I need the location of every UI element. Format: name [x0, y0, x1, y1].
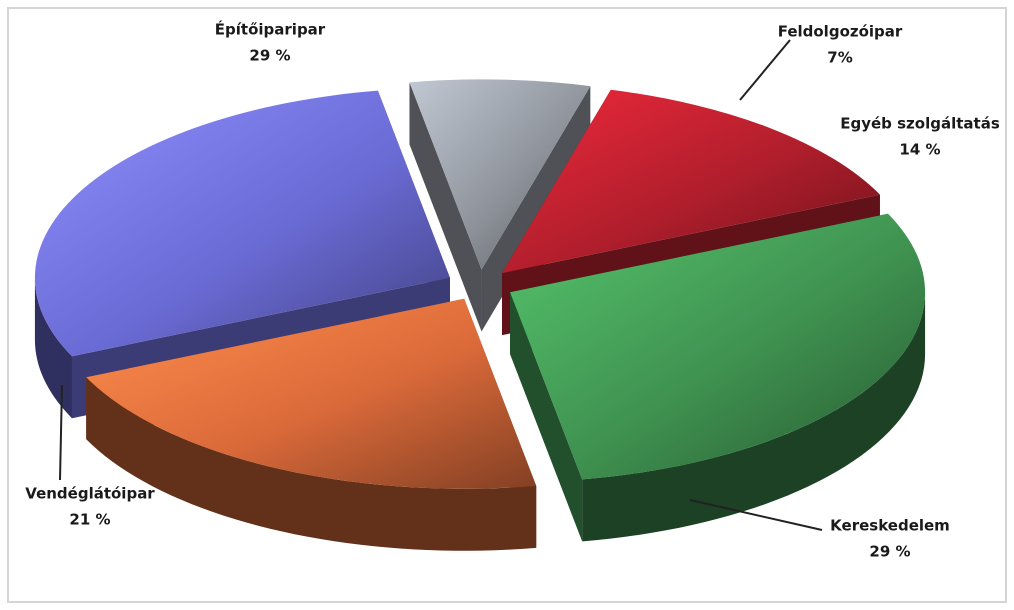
slice-label: Egyéb szolgáltatás	[840, 115, 1000, 133]
slice-side	[510, 292, 583, 542]
slice-value-label: 21 %	[69, 511, 110, 529]
slice-value-label: 29 %	[249, 47, 290, 65]
slice-top	[409, 79, 591, 270]
slice-top	[34, 90, 450, 357]
slice-top	[510, 213, 926, 480]
pie-slice	[510, 213, 926, 542]
slice-label: Építőiparipar	[215, 20, 326, 39]
slice-label: Kereskedelem	[830, 517, 950, 535]
slice-value-label: 29 %	[869, 543, 910, 561]
slice-top	[502, 89, 880, 274]
slice-value-label: 14 %	[899, 141, 940, 159]
slice-label: Vendéglátóipar	[25, 485, 155, 503]
slice-wall	[582, 292, 926, 542]
pie-slice	[86, 298, 537, 551]
leader-line	[689, 499, 823, 531]
slice-label: Feldolgozóipar	[778, 23, 903, 41]
slice-top	[86, 298, 537, 489]
leader-line	[739, 39, 791, 101]
slice-value-label: 7%	[827, 49, 852, 67]
slice-wall	[34, 277, 72, 419]
slice-side	[409, 82, 482, 332]
slice-wall	[86, 377, 537, 551]
leader-line	[59, 384, 63, 481]
